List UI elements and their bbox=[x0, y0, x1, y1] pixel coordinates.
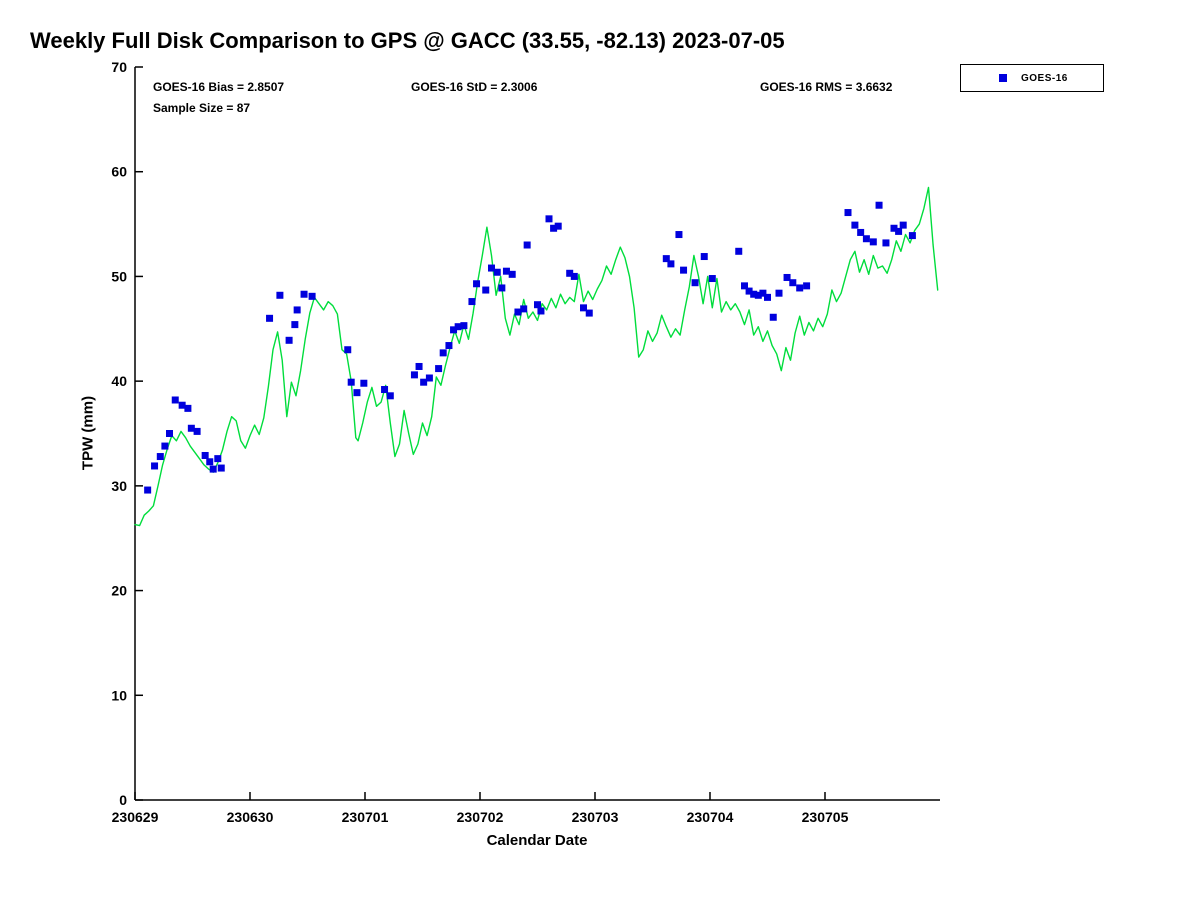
svg-text:70: 70 bbox=[111, 59, 127, 75]
svg-text:30: 30 bbox=[111, 478, 127, 494]
legend-series-label: GOES-16 bbox=[1021, 72, 1068, 84]
svg-text:230704: 230704 bbox=[687, 809, 734, 825]
svg-text:230701: 230701 bbox=[342, 809, 389, 825]
chart-title: Weekly Full Disk Comparison to GPS @ GAC… bbox=[30, 28, 785, 53]
stat-std-text: GOES-16 StD = 2.3006 bbox=[411, 80, 538, 94]
svg-text:60: 60 bbox=[111, 164, 127, 180]
stat-rms-text: GOES-16 RMS = 3.6632 bbox=[760, 80, 893, 94]
x-axis-label: Calendar Date bbox=[486, 832, 588, 849]
svg-text:230703: 230703 bbox=[572, 809, 619, 825]
svg-text:0: 0 bbox=[119, 792, 127, 808]
stat-bias-text: GOES-16 Bias = 2.8507 bbox=[153, 80, 285, 94]
goes16-scatter-series bbox=[144, 201, 916, 494]
tick-labels: 0 10 20 30 40 50 60 70 230629 230630 230701 230702 2… bbox=[111, 59, 848, 825]
legend: GOES-16 bbox=[960, 64, 1104, 92]
svg-text:20: 20 bbox=[111, 583, 127, 599]
gps-line-series bbox=[134, 186, 939, 527]
svg-text:230629: 230629 bbox=[112, 809, 159, 825]
svg-text:230630: 230630 bbox=[227, 809, 274, 825]
stat-sample-size-text: Sample Size = 87 bbox=[153, 101, 251, 115]
svg-text:230702: 230702 bbox=[457, 809, 504, 825]
svg-text:10: 10 bbox=[111, 687, 127, 703]
axes bbox=[134, 66, 940, 801]
svg-text:50: 50 bbox=[111, 268, 127, 284]
svg-text:230705: 230705 bbox=[802, 809, 849, 825]
legend-marker-square-icon bbox=[999, 74, 1007, 82]
svg-text:40: 40 bbox=[111, 373, 127, 389]
